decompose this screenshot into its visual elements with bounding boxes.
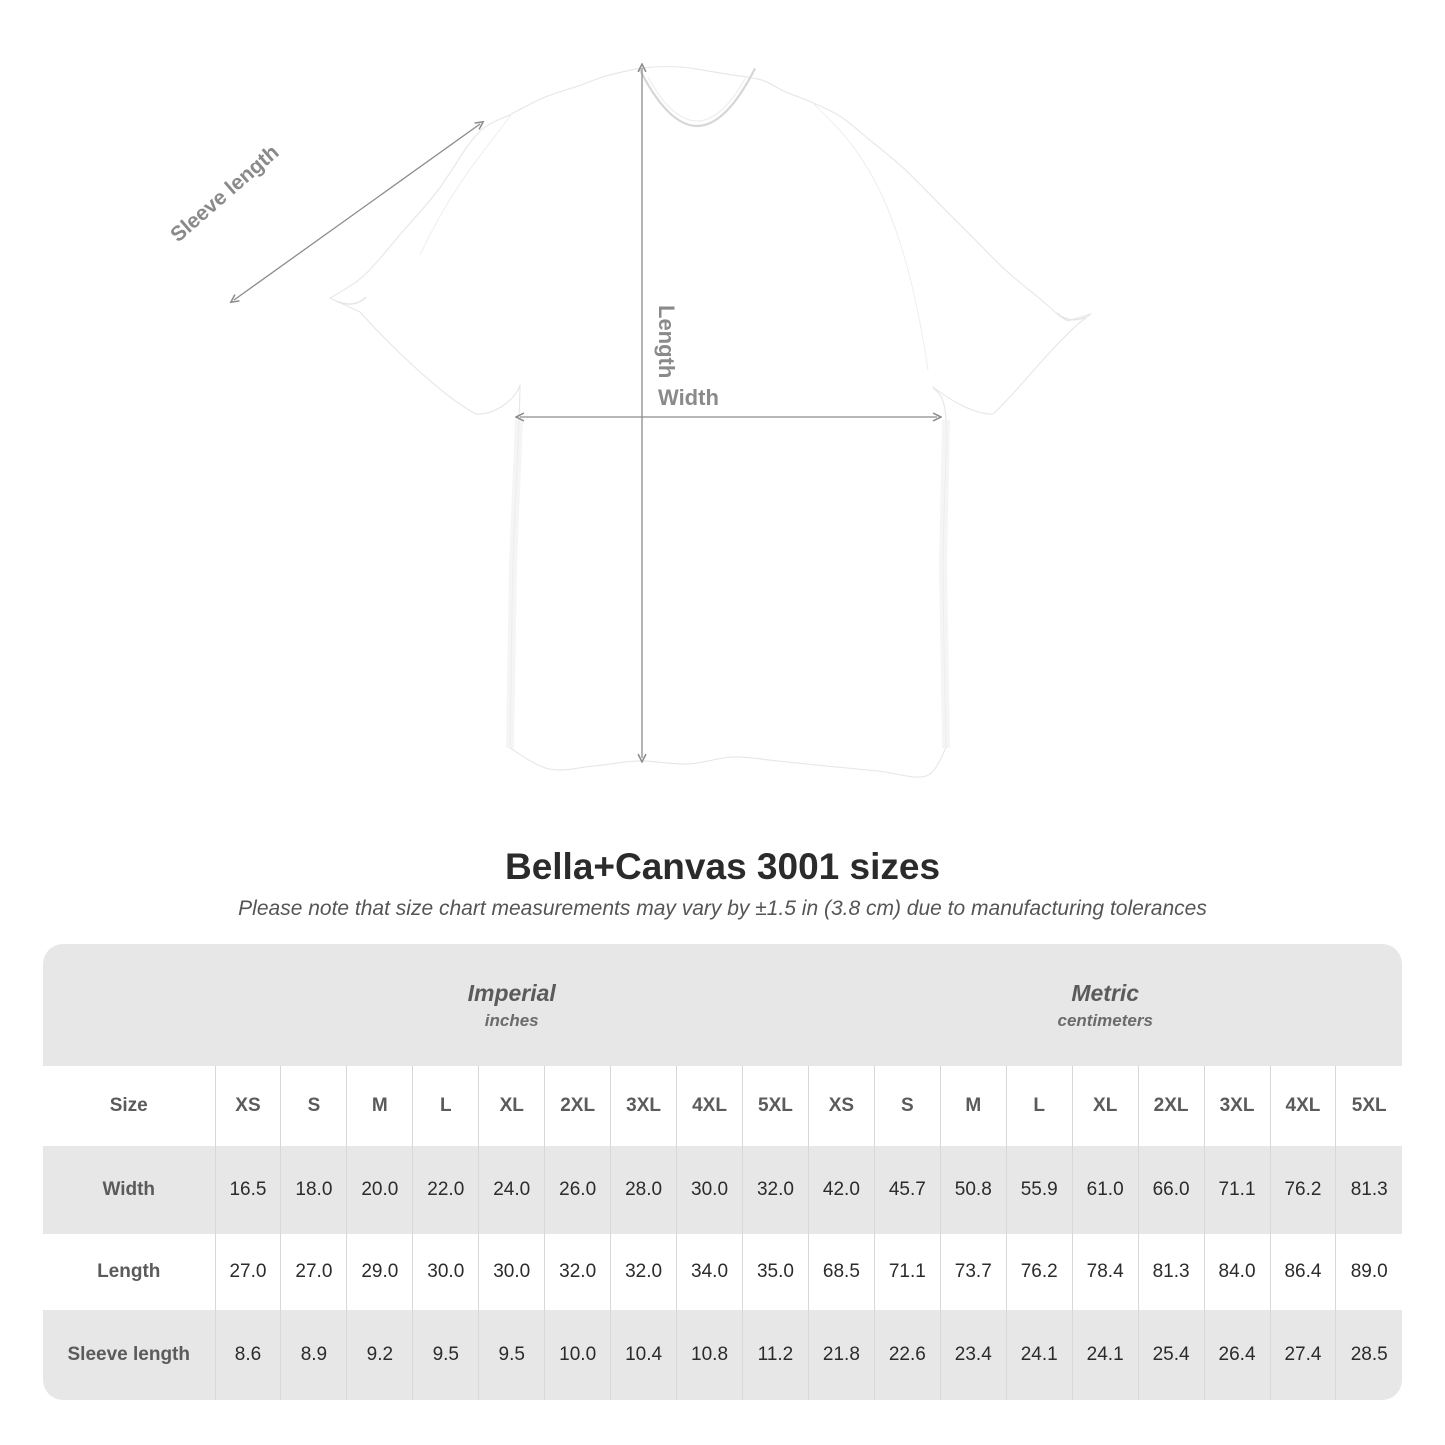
svg-text:Length: Length	[654, 305, 679, 378]
svg-text:Width: Width	[658, 385, 719, 410]
svg-text:Sleeve length: Sleeve length	[166, 141, 283, 247]
